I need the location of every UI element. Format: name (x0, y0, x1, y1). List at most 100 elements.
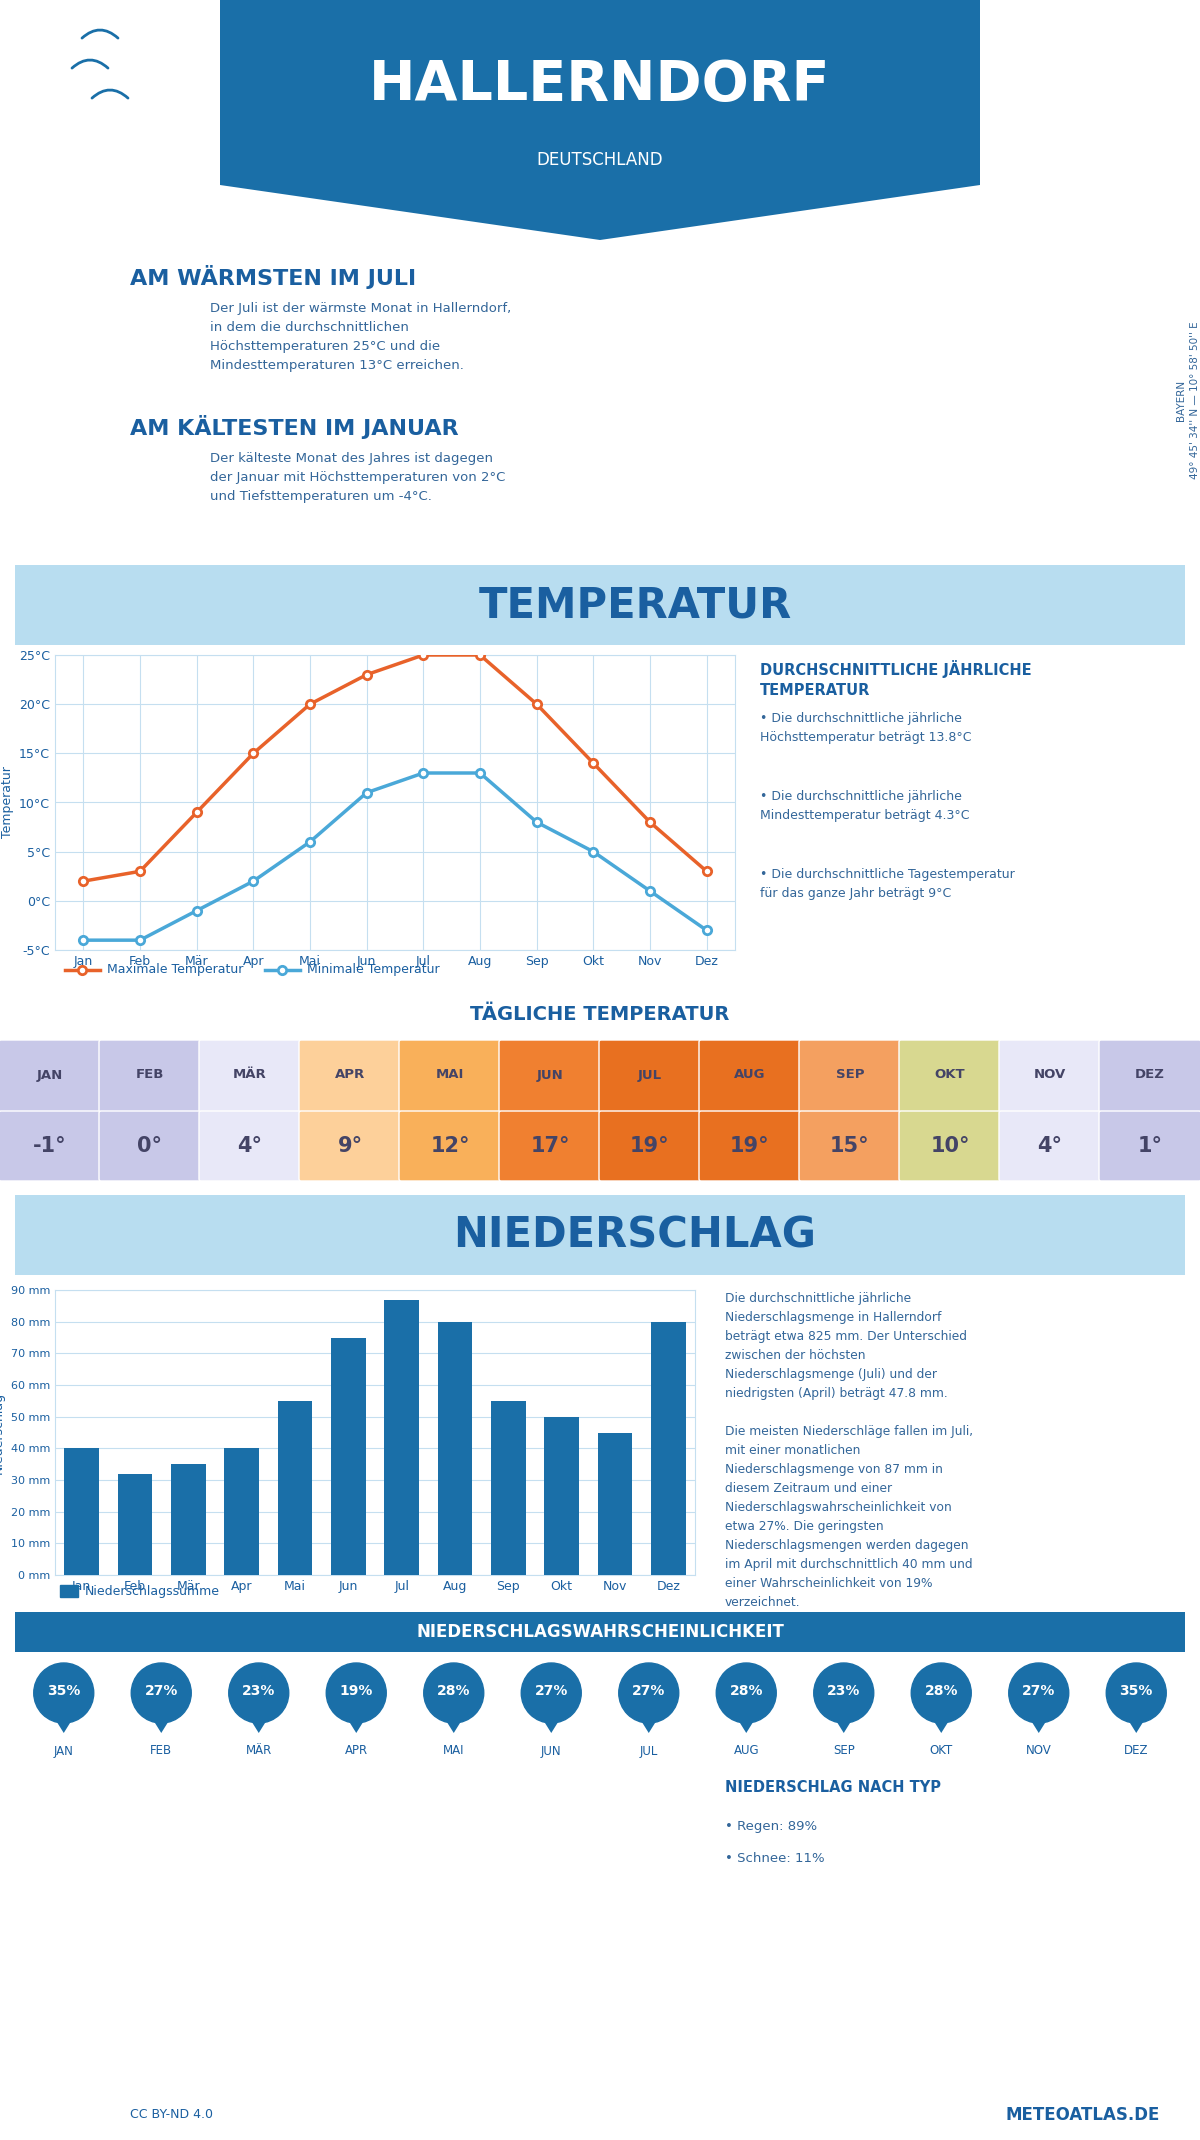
Bar (118, 1474, 152, 1575)
Text: 28%: 28% (730, 1684, 763, 1697)
Text: MÄR: MÄR (246, 1744, 272, 1757)
Text: Niederschlagssumme: Niederschlagssumme (85, 1584, 220, 1596)
Text: CC BY-ND 4.0: CC BY-ND 4.0 (130, 2108, 214, 2121)
Text: OKT: OKT (930, 1744, 953, 1757)
Text: 19%: 19% (340, 1684, 373, 1697)
FancyBboxPatch shape (98, 1111, 202, 1181)
FancyBboxPatch shape (499, 1040, 601, 1113)
Polygon shape (444, 1716, 463, 1733)
Text: NOV: NOV (1034, 1068, 1066, 1081)
Text: FEB: FEB (136, 1068, 164, 1081)
Bar (60, 1586, 78, 1596)
Text: TÄGLICHE TEMPERATUR: TÄGLICHE TEMPERATUR (470, 1006, 730, 1025)
FancyBboxPatch shape (499, 1111, 601, 1181)
Circle shape (521, 1663, 581, 1723)
Text: JUL: JUL (638, 1068, 662, 1081)
Text: 9°: 9° (337, 1136, 362, 1156)
Polygon shape (737, 1716, 756, 1733)
Text: Maximale Temperatur: Maximale Temperatur (107, 963, 244, 976)
Y-axis label: Niederschlag: Niederschlag (0, 1391, 5, 1474)
Text: FEB: FEB (150, 1744, 173, 1757)
Text: SEP: SEP (835, 1068, 864, 1081)
Text: OKT: OKT (935, 1068, 965, 1081)
FancyBboxPatch shape (998, 1111, 1102, 1181)
FancyBboxPatch shape (398, 1040, 502, 1113)
Circle shape (1009, 1663, 1069, 1723)
Text: NIEDERSCHLAG NACH TYP: NIEDERSCHLAG NACH TYP (725, 1780, 941, 1795)
Text: JUL: JUL (640, 1744, 658, 1757)
Text: Der kälteste Monat des Jahres ist dagegen
der Januar mit Höchsttemperaturen von : Der kälteste Monat des Jahres ist dagege… (210, 452, 505, 503)
Bar (65, 1449, 98, 1575)
Text: AM KÄLTESTEN IM JANUAR: AM KÄLTESTEN IM JANUAR (130, 415, 458, 439)
Bar (438, 1323, 473, 1575)
Y-axis label: Temperatur: Temperatur (0, 766, 13, 839)
FancyBboxPatch shape (7, 556, 1193, 653)
Text: DEUTSCHLAND: DEUTSCHLAND (536, 152, 664, 169)
Text: 27%: 27% (144, 1684, 178, 1697)
Text: NOV: NOV (1026, 1744, 1051, 1757)
Polygon shape (1028, 1716, 1049, 1733)
Circle shape (326, 1663, 386, 1723)
FancyBboxPatch shape (998, 1040, 1102, 1113)
Text: -1°: -1° (34, 1136, 67, 1156)
Text: 23%: 23% (827, 1684, 860, 1697)
Bar (331, 1338, 366, 1575)
Text: 1°: 1° (1138, 1136, 1163, 1156)
Text: DEZ: DEZ (1135, 1068, 1165, 1081)
Text: JUN: JUN (536, 1068, 563, 1081)
Polygon shape (834, 1716, 853, 1733)
Text: 27%: 27% (534, 1684, 568, 1697)
Text: 19°: 19° (730, 1136, 770, 1156)
Circle shape (716, 1663, 776, 1723)
Text: APR: APR (335, 1068, 365, 1081)
FancyBboxPatch shape (199, 1111, 301, 1181)
Text: BAYERN
49° 45' 34'' N — 10° 58' 50'' E: BAYERN 49° 45' 34'' N — 10° 58' 50'' E (1176, 321, 1200, 479)
Text: 4°: 4° (238, 1136, 263, 1156)
FancyBboxPatch shape (299, 1040, 401, 1113)
FancyBboxPatch shape (599, 1111, 701, 1181)
FancyBboxPatch shape (0, 1040, 101, 1113)
Text: 27%: 27% (1022, 1684, 1056, 1697)
Polygon shape (541, 1716, 562, 1733)
Text: TEMPERATUR: TEMPERATUR (479, 584, 792, 627)
Bar (224, 1449, 259, 1575)
FancyBboxPatch shape (799, 1111, 901, 1181)
Polygon shape (220, 0, 980, 240)
Bar (545, 1417, 578, 1575)
Text: • Die durchschnittliche jährliche
Mindesttemperatur beträgt 4.3°C: • Die durchschnittliche jährliche Mindes… (760, 790, 970, 822)
FancyBboxPatch shape (199, 1040, 301, 1113)
Text: Die durchschnittliche jährliche
Niederschlagsmenge in Hallerndorf
beträgt etwa 8: Die durchschnittliche jährliche Niedersc… (725, 1293, 973, 1609)
Text: 27%: 27% (632, 1684, 666, 1697)
Text: DEZ: DEZ (1124, 1744, 1148, 1757)
Circle shape (1106, 1663, 1166, 1723)
Text: 23%: 23% (242, 1684, 276, 1697)
Text: NIEDERSCHLAG: NIEDERSCHLAG (454, 1213, 816, 1256)
Polygon shape (931, 1716, 952, 1733)
Text: HALLERNDORF: HALLERNDORF (370, 58, 830, 111)
FancyBboxPatch shape (899, 1040, 1001, 1113)
Text: 28%: 28% (437, 1684, 470, 1697)
Circle shape (229, 1663, 289, 1723)
FancyBboxPatch shape (0, 1111, 101, 1181)
Text: • Regen: 89%: • Regen: 89% (725, 1819, 817, 1834)
FancyBboxPatch shape (7, 1188, 1193, 1284)
FancyBboxPatch shape (11, 1607, 1189, 1656)
Bar (277, 1402, 312, 1575)
Text: 17°: 17° (530, 1136, 570, 1156)
Circle shape (34, 1663, 94, 1723)
FancyBboxPatch shape (599, 1040, 701, 1113)
Text: 10°: 10° (930, 1136, 970, 1156)
Text: AUG: AUG (733, 1744, 760, 1757)
FancyBboxPatch shape (1099, 1040, 1200, 1113)
FancyBboxPatch shape (98, 1040, 202, 1113)
Text: Minimale Temperatur: Minimale Temperatur (307, 963, 439, 976)
Text: DURCHSCHNITTLICHE JÄHRLICHE
TEMPERATUR: DURCHSCHNITTLICHE JÄHRLICHE TEMPERATUR (760, 659, 1032, 698)
Circle shape (424, 1663, 484, 1723)
Polygon shape (347, 1716, 366, 1733)
Polygon shape (1127, 1716, 1146, 1733)
Bar (170, 1464, 205, 1575)
FancyBboxPatch shape (799, 1040, 901, 1113)
Text: • Die durchschnittliche Tagestemperatur
für das ganze Jahr beträgt 9°C: • Die durchschnittliche Tagestemperatur … (760, 869, 1015, 901)
Polygon shape (638, 1716, 659, 1733)
Text: 12°: 12° (431, 1136, 469, 1156)
